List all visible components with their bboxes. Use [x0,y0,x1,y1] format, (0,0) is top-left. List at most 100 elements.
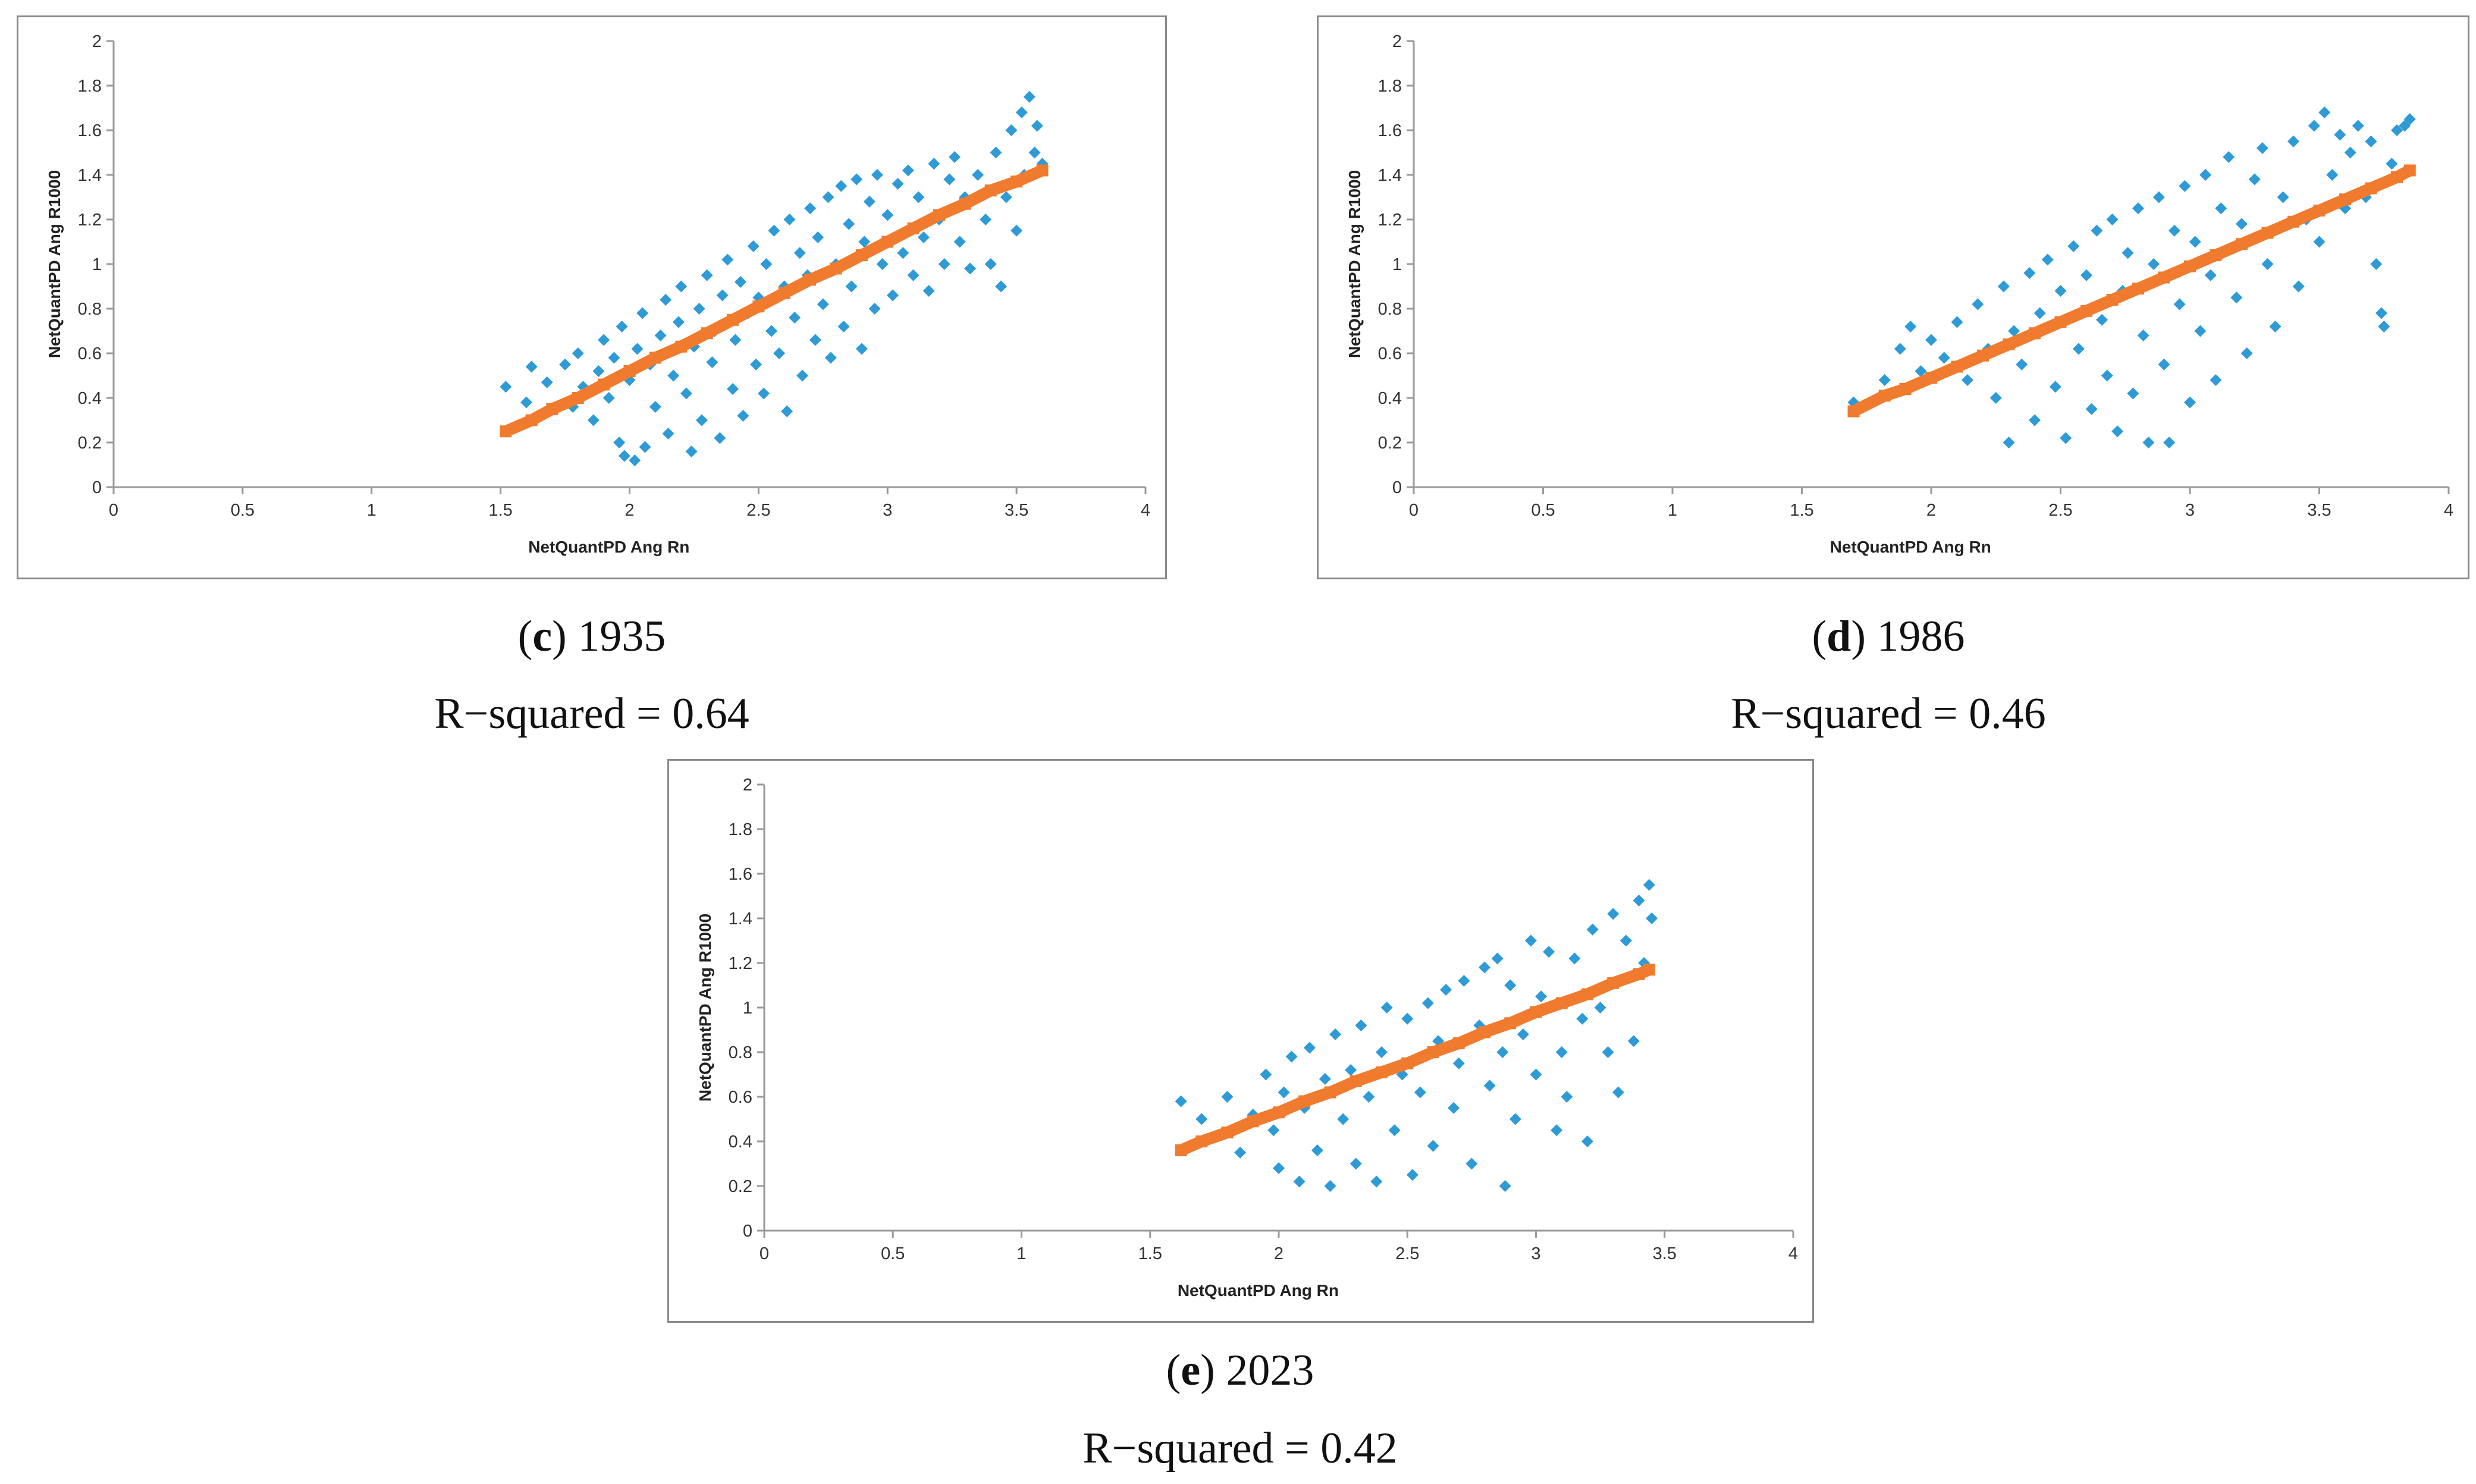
scatter-point [672,316,685,328]
scatter-point [1543,946,1555,958]
r-squared-c: R−squared = 0.64 [434,689,749,738]
fitted-point [2029,327,2041,340]
y-axis-title: NetQuantPD Ang R1000 [45,170,64,358]
scatter-point [2248,173,2261,186]
y-axis-title: NetQuantPD Ang R1000 [1345,170,1364,358]
x-tick-label: 3 [1531,1244,1540,1263]
scatter-point [592,365,605,377]
scatter-point [729,334,742,346]
scatter-point [2179,180,2191,192]
fitted-point [2158,271,2170,284]
scatter-point [618,450,630,462]
scatter-point [727,383,739,395]
scatter-point [2008,325,2020,337]
scatter-point [1028,146,1041,159]
scatter-point [520,396,532,409]
scatter-point [2386,158,2398,170]
y-axis-title: NetQuantPD Ang R1000 [696,914,714,1102]
fitted-point [546,403,558,415]
scatter-point [1568,952,1581,965]
y-tick-label: 1.6 [729,865,752,884]
chart-c-svg: 0 0.2 0.4 0.6 0.8 1 1.2 1.4 1.6 1.8 2 0 0.5 1 1.5 2 2.5 3… [45,32,1150,556]
fitted-point [752,300,765,313]
scatter-point [1311,1144,1323,1156]
x-tick-label: 0 [109,501,118,520]
x-tick-label: 1.5 [1138,1244,1162,1263]
scatter-point [2080,269,2092,281]
scatter-point [1646,912,1658,924]
scatter-point [984,258,997,270]
scatter-point [2085,403,2098,415]
scatter-point [886,289,899,302]
scatter-point [1000,191,1012,203]
scatter-point [1285,1050,1298,1063]
fitted-point [1011,175,1023,188]
scatter-point [714,432,726,444]
fitted-point [1036,164,1049,177]
scatter-point [631,343,644,355]
series-observed [1175,879,1658,1192]
caption-e-year: 2023 [1226,1346,1314,1395]
scatter-point [1938,352,1950,364]
y-tick-label: 2 [743,776,752,795]
scatter-point [922,285,935,297]
scatter-point [1633,895,1645,906]
scatter-point [721,253,734,266]
scatter-point [1452,1057,1465,1069]
y-tick-label: 0.4 [729,1132,752,1152]
scatter-point [804,202,817,215]
scatter-point [2041,253,2054,266]
scatter-point [737,410,749,422]
fitted-point [1273,1106,1285,1119]
fitted-point [2003,338,2015,350]
scatter-point [2365,135,2377,148]
scatter-point [1499,1180,1511,1192]
scatter-point [2240,347,2253,359]
y-tick-label: 0.6 [78,344,102,363]
scatter-point [1483,1080,1496,1092]
fitted-point [500,425,512,438]
scatter-point [1015,106,1028,118]
scatter-point [1293,1175,1306,1188]
fitted-point [1452,1037,1465,1049]
scatter-point [881,209,894,221]
y-tick-label: 1.2 [729,954,752,973]
scatter-point [2318,106,2331,118]
scatter-point [1496,1046,1509,1058]
scatter-point [2111,425,2124,438]
fitted-point [598,378,610,391]
scatter-point [2378,321,2390,332]
scatter-point [1878,374,1891,386]
scatter-point [822,191,834,203]
scatter-point [964,262,977,275]
caption-d-year: 1986 [1876,612,1965,661]
scatter-point [781,405,793,418]
scatter-point [1031,120,1043,132]
fitted-point [1643,964,1655,976]
scatter-point [793,247,806,259]
series-observed [1847,106,2416,448]
x-tick-label: 3 [883,501,892,520]
y-tick-label: 0.8 [78,300,102,319]
fitted-point [2365,182,2377,194]
scatter-point [2023,267,2036,279]
scatter-point [1894,343,1906,355]
fitted-point [1195,1135,1208,1147]
scatter-point [735,276,747,288]
fitted-point [2339,193,2351,206]
fitted-point [1925,372,1937,384]
scatter-point [2194,325,2207,337]
caption-c: (c) 1935 [517,612,666,661]
x-tick-label: 4 [1788,1244,1798,1263]
scatter-point [1401,1012,1414,1025]
scatter-point [972,169,984,181]
scatter-point [1376,1046,1388,1058]
scatter-point [907,269,920,281]
fitted-point [2106,294,2119,306]
x-tick-label: 3.5 [1005,501,1028,520]
scatter-point [876,258,889,270]
fitted-point [2184,260,2196,272]
scatter-point [1023,90,1035,103]
scatter-point [2313,236,2326,248]
scatter-point [1414,1086,1426,1099]
